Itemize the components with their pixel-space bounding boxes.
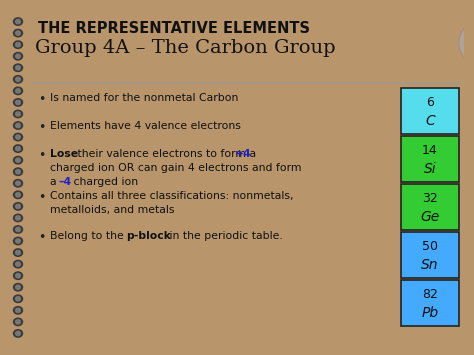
Bar xyxy=(401,280,459,326)
Text: C: C xyxy=(425,114,435,128)
Text: •: • xyxy=(38,191,46,204)
Bar xyxy=(401,88,459,134)
Text: Pb: Pb xyxy=(421,306,438,320)
Bar xyxy=(401,136,459,182)
Text: •: • xyxy=(38,149,46,162)
Text: Ge: Ge xyxy=(420,210,439,224)
Text: –4: –4 xyxy=(58,177,71,187)
Text: 14: 14 xyxy=(422,144,438,157)
Text: 32: 32 xyxy=(422,192,438,205)
Text: THE REPRESENTATIVE ELEMENTS: THE REPRESENTATIVE ELEMENTS xyxy=(38,21,310,36)
Text: Si: Si xyxy=(424,162,436,176)
Text: •: • xyxy=(38,121,46,134)
Text: Lose: Lose xyxy=(50,149,78,159)
Text: Elements have 4 valence electrons: Elements have 4 valence electrons xyxy=(50,121,241,131)
Text: •: • xyxy=(38,231,46,244)
Bar xyxy=(401,184,459,230)
Text: 82: 82 xyxy=(422,288,438,301)
Text: charged ion: charged ion xyxy=(70,177,138,187)
Text: +4: +4 xyxy=(235,149,252,159)
Circle shape xyxy=(459,21,474,65)
Text: p-block: p-block xyxy=(126,231,171,241)
Text: Sn: Sn xyxy=(421,258,439,272)
Text: charged ion OR can gain 4 electrons and form: charged ion OR can gain 4 electrons and … xyxy=(50,163,301,173)
Text: Group 4A – The Carbon Group: Group 4A – The Carbon Group xyxy=(35,39,336,57)
Text: in the periodic table.: in the periodic table. xyxy=(166,231,283,241)
Polygon shape xyxy=(465,25,474,59)
Text: Is named for the nonmetal Carbon: Is named for the nonmetal Carbon xyxy=(50,93,238,103)
Text: metalloids, and metals: metalloids, and metals xyxy=(50,205,174,215)
Text: their valence electrons to form a: their valence electrons to form a xyxy=(74,149,260,159)
Text: 6: 6 xyxy=(426,96,434,109)
Text: •: • xyxy=(38,93,46,106)
Text: a: a xyxy=(50,177,60,187)
Polygon shape xyxy=(467,25,474,37)
Text: 50: 50 xyxy=(422,240,438,253)
Bar xyxy=(401,232,459,278)
Text: Contains all three classifications: nonmetals,: Contains all three classifications: nonm… xyxy=(50,191,293,201)
Text: Belong to the: Belong to the xyxy=(50,231,127,241)
